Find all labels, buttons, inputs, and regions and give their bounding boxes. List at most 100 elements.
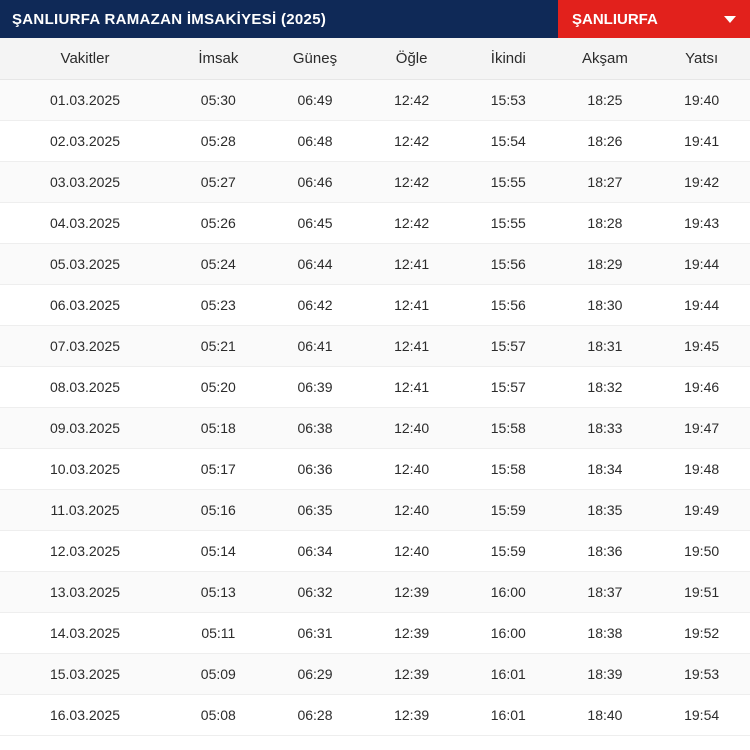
table-cell: 19:50 — [653, 531, 750, 572]
table-cell: 18:37 — [557, 572, 654, 613]
table-cell: 06:48 — [267, 121, 364, 162]
table-cell: 05:09 — [170, 654, 267, 695]
table-cell: 19:41 — [653, 121, 750, 162]
table-cell: 06:38 — [267, 408, 364, 449]
table-cell: 18:28 — [557, 203, 654, 244]
table-cell: 12:41 — [363, 367, 460, 408]
table-cell: 05:08 — [170, 695, 267, 736]
table-cell: 05:11 — [170, 613, 267, 654]
table-cell: 19:52 — [653, 613, 750, 654]
table-cell: 13.03.2025 — [0, 572, 170, 613]
city-select-label: ŞANLIURFA — [572, 11, 658, 28]
table-row: 07.03.202505:2106:4112:4115:5718:3119:45 — [0, 326, 750, 367]
table-cell: 15:57 — [460, 326, 557, 367]
table-row: 06.03.202505:2306:4212:4115:5618:3019:44 — [0, 285, 750, 326]
col-header: Öğle — [363, 38, 460, 80]
col-header: Güneş — [267, 38, 364, 80]
table-cell: 06:46 — [267, 162, 364, 203]
table-cell: 12:39 — [363, 572, 460, 613]
col-header: İmsak — [170, 38, 267, 80]
table-cell: 19:40 — [653, 80, 750, 121]
table-cell: 11.03.2025 — [0, 490, 170, 531]
table-cell: 05:17 — [170, 449, 267, 490]
table-cell: 19:46 — [653, 367, 750, 408]
table-cell: 15:59 — [460, 531, 557, 572]
table-cell: 12:42 — [363, 203, 460, 244]
table-cell: 05.03.2025 — [0, 244, 170, 285]
table-row: 12.03.202505:1406:3412:4015:5918:3619:50 — [0, 531, 750, 572]
table-row: 04.03.202505:2606:4512:4215:5518:2819:43 — [0, 203, 750, 244]
table-cell: 06:41 — [267, 326, 364, 367]
table-cell: 16:00 — [460, 613, 557, 654]
table-cell: 01.03.2025 — [0, 80, 170, 121]
table-cell: 06:39 — [267, 367, 364, 408]
table-cell: 06:34 — [267, 531, 364, 572]
table-cell: 19:48 — [653, 449, 750, 490]
table-cell: 06:29 — [267, 654, 364, 695]
table-cell: 15:57 — [460, 367, 557, 408]
table-row: 10.03.202505:1706:3612:4015:5818:3419:48 — [0, 449, 750, 490]
table-row: 08.03.202505:2006:3912:4115:5718:3219:46 — [0, 367, 750, 408]
table-cell: 12:40 — [363, 408, 460, 449]
table-cell: 12.03.2025 — [0, 531, 170, 572]
table-cell: 15:58 — [460, 449, 557, 490]
table-row: 01.03.202505:3006:4912:4215:5318:2519:40 — [0, 80, 750, 121]
table-cell: 15:56 — [460, 285, 557, 326]
table-cell: 16:00 — [460, 572, 557, 613]
table-cell: 18:34 — [557, 449, 654, 490]
table-cell: 15:56 — [460, 244, 557, 285]
table-cell: 03.03.2025 — [0, 162, 170, 203]
table-cell: 12:41 — [363, 244, 460, 285]
table-cell: 15:58 — [460, 408, 557, 449]
table-cell: 04.03.2025 — [0, 203, 170, 244]
table-cell: 16:01 — [460, 695, 557, 736]
table-cell: 19:47 — [653, 408, 750, 449]
table-cell: 06:42 — [267, 285, 364, 326]
table-cell: 12:39 — [363, 695, 460, 736]
table-cell: 06:45 — [267, 203, 364, 244]
table-cell: 02.03.2025 — [0, 121, 170, 162]
table-cell: 18:29 — [557, 244, 654, 285]
table-cell: 05:26 — [170, 203, 267, 244]
col-header: İkindi — [460, 38, 557, 80]
table-cell: 18:27 — [557, 162, 654, 203]
table-row: 03.03.202505:2706:4612:4215:5518:2719:42 — [0, 162, 750, 203]
table-cell: 18:36 — [557, 531, 654, 572]
table-cell: 05:21 — [170, 326, 267, 367]
header-bar: ŞANLIURFA RAMAZAN İMSAKİYESİ (2025) ŞANL… — [0, 0, 750, 38]
table-row: 13.03.202505:1306:3212:3916:0018:3719:51 — [0, 572, 750, 613]
col-header: Akşam — [557, 38, 654, 80]
table-cell: 06:28 — [267, 695, 364, 736]
table-cell: 07.03.2025 — [0, 326, 170, 367]
table-cell: 05:30 — [170, 80, 267, 121]
table-cell: 12:42 — [363, 121, 460, 162]
table-row: 11.03.202505:1606:3512:4015:5918:3519:49 — [0, 490, 750, 531]
table-cell: 12:42 — [363, 80, 460, 121]
table-cell: 19:53 — [653, 654, 750, 695]
table-cell: 15:55 — [460, 162, 557, 203]
table-cell: 15:54 — [460, 121, 557, 162]
table-cell: 12:40 — [363, 449, 460, 490]
table-cell: 19:43 — [653, 203, 750, 244]
table-cell: 15:53 — [460, 80, 557, 121]
table-cell: 05:28 — [170, 121, 267, 162]
table-cell: 16.03.2025 — [0, 695, 170, 736]
table-cell: 12:40 — [363, 490, 460, 531]
table-cell: 18:35 — [557, 490, 654, 531]
table-cell: 12:40 — [363, 531, 460, 572]
table-cell: 18:31 — [557, 326, 654, 367]
table-cell: 06:32 — [267, 572, 364, 613]
table-cell: 14.03.2025 — [0, 613, 170, 654]
table-body: 01.03.202505:3006:4912:4215:5318:2519:40… — [0, 80, 750, 736]
table-cell: 19:44 — [653, 244, 750, 285]
table-cell: 19:45 — [653, 326, 750, 367]
table-cell: 06:36 — [267, 449, 364, 490]
table-cell: 09.03.2025 — [0, 408, 170, 449]
col-header: Yatsı — [653, 38, 750, 80]
table-cell: 05:13 — [170, 572, 267, 613]
table-cell: 05:27 — [170, 162, 267, 203]
table-cell: 10.03.2025 — [0, 449, 170, 490]
table-cell: 18:30 — [557, 285, 654, 326]
city-select[interactable]: ŞANLIURFA — [558, 0, 750, 38]
table-cell: 05:23 — [170, 285, 267, 326]
